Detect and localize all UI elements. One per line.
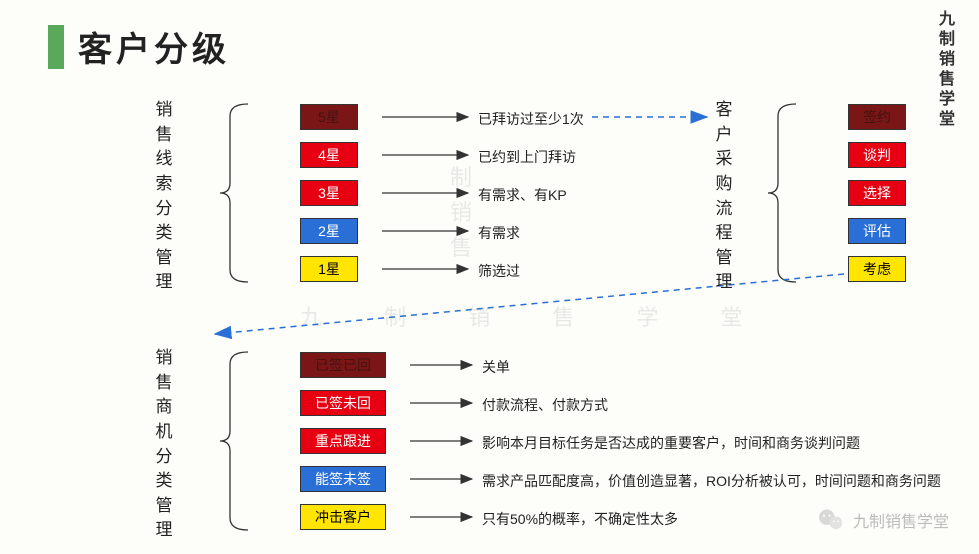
box-lead-1: 4星 bbox=[300, 142, 358, 168]
box-opp-3: 能签未签 bbox=[300, 466, 386, 492]
box-lead-0: 5星 bbox=[300, 104, 358, 130]
desc-opp-3: 需求产品匹配度高，价值创造显著，ROI分析被认可，时间问题和商务问题 bbox=[482, 471, 941, 491]
box-opp-1: 已签未回 bbox=[300, 390, 386, 416]
watermark-col: 制销售 bbox=[450, 160, 472, 266]
box-lead-4: 1星 bbox=[300, 256, 358, 282]
brand-vertical: 九制销售学堂 bbox=[939, 10, 955, 130]
box-pf-0: 签约 bbox=[848, 104, 906, 130]
label-opportunity: 销售商机分类管理 bbox=[155, 346, 173, 543]
box-opp-2: 重点跟进 bbox=[300, 428, 386, 454]
desc-opp-1: 付款流程、付款方式 bbox=[482, 395, 608, 415]
label-sales-leads: 销售线索分类管理 bbox=[155, 98, 173, 295]
desc-lead-4: 筛选过 bbox=[478, 261, 520, 281]
wechat-attribution: 九制销售学堂 bbox=[817, 506, 949, 534]
label-purchase-flow: 客户采购流程管理 bbox=[715, 98, 733, 295]
box-pf-2: 选择 bbox=[848, 180, 906, 206]
box-lead-2: 3星 bbox=[300, 180, 358, 206]
desc-opp-4: 只有50%的概率，不确定性太多 bbox=[482, 509, 678, 529]
desc-opp-0: 关单 bbox=[482, 357, 510, 377]
desc-lead-0: 已拜访过至少1次 bbox=[478, 109, 584, 129]
box-pf-4: 考虑 bbox=[848, 256, 906, 282]
box-opp-0: 已签已回 bbox=[300, 352, 386, 378]
page-title: 客户分级 bbox=[78, 22, 230, 71]
desc-lead-2: 有需求、有KP bbox=[478, 185, 567, 205]
box-pf-3: 评估 bbox=[848, 218, 906, 244]
desc-opp-2: 影响本月目标任务是否达成的重要客户，时间和商务谈判问题 bbox=[482, 433, 860, 453]
box-lead-3: 2星 bbox=[300, 218, 358, 244]
watermark-row: 九 制 销 售 学 堂 bbox=[300, 300, 771, 332]
desc-lead-3: 有需求 bbox=[478, 223, 520, 243]
desc-lead-1: 已约到上门拜访 bbox=[478, 147, 576, 167]
box-pf-1: 谈判 bbox=[848, 142, 906, 168]
wechat-icon bbox=[817, 506, 845, 534]
title-accent bbox=[48, 25, 64, 69]
box-opp-4: 冲击客户 bbox=[300, 504, 386, 530]
wechat-label: 九制销售学堂 bbox=[853, 508, 949, 532]
page-title-bar: 客户分级 bbox=[48, 22, 230, 71]
